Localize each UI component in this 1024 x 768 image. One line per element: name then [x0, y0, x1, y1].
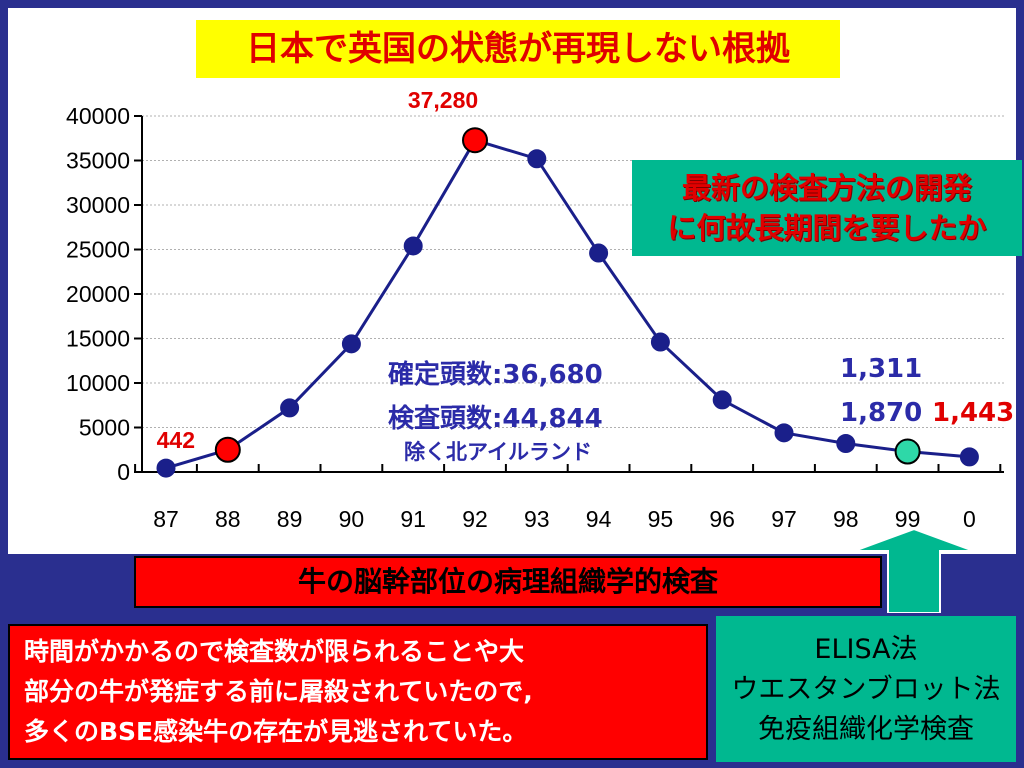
data-point — [712, 390, 732, 410]
line-chart: 0 5000 10000 15000 20000 25000 30000 35000 40000… — [66, 87, 1004, 532]
elisa-line-2: ウエスタンブロット法 — [731, 674, 1001, 705]
x-tick-label: 92 — [462, 506, 488, 532]
y-tick-label: 15000 — [66, 326, 130, 352]
elisa-line-1: ELISA法 — [814, 634, 918, 665]
value-1870: 1,870 — [840, 398, 923, 428]
elisa-box: ELISA法 ウエスタンブロット法 免疫組織化学検査 — [716, 616, 1016, 762]
x-tick-label: 0 — [963, 506, 976, 532]
excluding-note: 除く北アイルランド — [404, 440, 592, 464]
x-tick-label: 88 — [215, 506, 241, 532]
y-tick-label: 10000 — [66, 370, 130, 396]
x-tick-label: 99 — [895, 506, 921, 532]
y-tick-label: 35000 — [66, 148, 130, 174]
callout-line-1: 最新の検査方法の開発 — [681, 171, 972, 205]
data-point — [774, 423, 794, 443]
x-tick-label: 97 — [771, 506, 797, 532]
x-tick-label: 95 — [648, 506, 674, 532]
data-point — [836, 434, 856, 454]
x-tick-label: 94 — [586, 506, 612, 532]
data-point — [589, 243, 609, 263]
data-point — [280, 398, 300, 418]
x-tick-label: 90 — [339, 506, 365, 532]
x-tick-label: 91 — [400, 506, 426, 532]
data-point — [959, 447, 979, 467]
data-point — [214, 436, 241, 463]
data-label: 37,280 — [408, 87, 478, 113]
callout-box: 最新の検査方法の開発 に何故長期間を要したか — [632, 160, 1022, 256]
data-point — [462, 127, 488, 154]
confirmed-count: 確定頭数:36,680 — [388, 360, 603, 390]
y-tick-label: 0 — [117, 459, 130, 485]
x-tick-label: 87 — [153, 506, 179, 532]
x-tick-label: 96 — [709, 506, 735, 532]
data-point — [156, 458, 176, 478]
y-tick-label: 40000 — [66, 103, 130, 129]
chart-title: 日本で英国の状態が再現しない根拠 — [196, 20, 840, 78]
series-line — [165, 138, 970, 470]
x-tick-label: 98 — [833, 506, 859, 532]
method-label-box: 牛の脳幹部位の病理組織学的検査 — [134, 556, 882, 608]
value-1311: 1,311 — [840, 354, 923, 384]
x-tick-label: 93 — [524, 506, 550, 532]
y-tick-label: 20000 — [66, 281, 130, 307]
callout-line-2: に何故長期間を要したか — [667, 211, 987, 245]
value-1443: 1,443 — [932, 398, 1015, 428]
chart-panel: 0 5000 10000 15000 20000 25000 30000 35000 40000… — [8, 8, 1022, 554]
data-point — [403, 236, 423, 256]
y-tick-label: 5000 — [79, 415, 130, 441]
data-point — [527, 149, 547, 169]
note-box: 時間がかかるので検査数が限られることや大 部分の牛が発症する前に屠殺されていたの… — [8, 624, 708, 760]
data-point — [341, 334, 361, 354]
data-point — [894, 438, 921, 465]
tested-count: 検査頭数:44,844 — [388, 404, 603, 434]
data-label: 442 — [157, 427, 195, 453]
y-tick-label: 30000 — [66, 192, 130, 218]
elisa-line-3: 免疫組織化学検査 — [758, 714, 974, 745]
x-tick-label: 89 — [277, 506, 303, 532]
y-tick-label: 25000 — [66, 237, 130, 263]
data-point — [650, 332, 670, 352]
up-arrow-icon — [853, 529, 975, 613]
